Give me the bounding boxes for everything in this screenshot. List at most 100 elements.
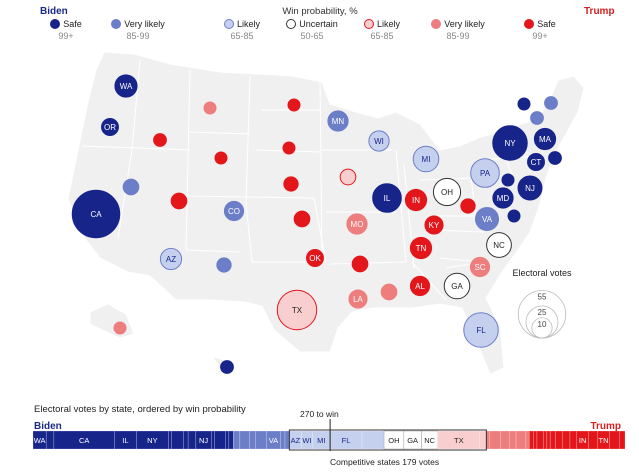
state-ia (339, 168, 357, 186)
state-ca: CA (71, 189, 121, 239)
bar-label: NJ (199, 436, 208, 445)
state-ms (380, 283, 398, 301)
legend-swatch (50, 19, 61, 29)
bar-label: FL (342, 436, 351, 445)
bar-label: TX (454, 436, 464, 445)
bar-label: WA (34, 436, 46, 445)
state-wa: WA (114, 74, 138, 98)
state-label: NJ (525, 184, 535, 193)
bar-segment-mo (489, 430, 501, 450)
state-bubble (409, 275, 431, 297)
state-bubble (544, 96, 558, 110)
state-de (507, 209, 521, 223)
state-bubble (492, 187, 514, 209)
bar-segment-sc (515, 430, 527, 450)
state-bubble (216, 257, 232, 273)
legend-item-5: Very likely 85-99 (428, 19, 488, 41)
state-mo: MO (346, 213, 368, 235)
bar-segment-in (576, 430, 589, 450)
bar-trump-label: Trump (590, 421, 621, 432)
state-bubble (424, 215, 444, 235)
bar-segment-ct (187, 430, 197, 450)
bar-label: IL (122, 436, 128, 445)
bar-segment-nd (543, 430, 548, 450)
state-pa: PA (470, 158, 500, 188)
state-label: OR (104, 123, 116, 132)
legend-label: Very likely (444, 19, 485, 29)
state-label: VA (482, 215, 493, 224)
bar-segment-vt (168, 430, 172, 450)
state-bubble (486, 232, 512, 258)
state-bubble (282, 141, 296, 155)
legend-range: 65-85 (230, 31, 254, 41)
state-label: TX (292, 306, 303, 315)
state-oh: OH (432, 177, 462, 207)
bar-label: TN (599, 436, 609, 445)
state-al: AL (409, 275, 431, 297)
state-bubble (463, 312, 499, 348)
bar-label: CA (79, 436, 89, 445)
bar-segment-pa (361, 430, 385, 450)
state-label: WA (120, 82, 133, 91)
state-label: MI (422, 155, 431, 164)
bar-segment-ar (569, 430, 577, 450)
bar-segment-ia (479, 430, 487, 450)
state-mi: MI (412, 145, 440, 173)
state-bubble (501, 173, 515, 187)
legend-swatch (223, 19, 234, 29)
state-label: OK (309, 254, 321, 263)
state-bubble (71, 189, 121, 239)
legend-biden-label: Biden (40, 6, 68, 17)
state-hi (220, 360, 234, 374)
electoral-bar: WA CA IL NY NJ VA AZ WI MI FL OH GA NC TX IN TN (32, 419, 626, 451)
state-tx: TX (276, 289, 318, 331)
state-label: CO (228, 207, 240, 216)
legend-item-3: Uncertain 50-65 (282, 19, 342, 41)
state-label: CA (90, 210, 102, 219)
bar-segment-ok (562, 430, 571, 450)
state-ri (548, 151, 562, 165)
state-label: MO (351, 220, 364, 229)
state-label: KY (429, 221, 440, 230)
state-borders (81, 59, 541, 301)
state-bubble (351, 255, 369, 273)
legend-item-0: Safe 99+ (36, 19, 96, 41)
state-nj: NJ (517, 175, 543, 201)
state-bubble (533, 127, 557, 151)
state-bubble (287, 98, 301, 112)
legend-swatch (286, 19, 297, 29)
state-bubble (507, 209, 521, 223)
size-legend: Electoral votes 55 25 10 (512, 268, 572, 339)
bar-segment-wv (619, 430, 626, 450)
bar-segment-ma (171, 430, 185, 450)
legend-item-6: Safe 99+ (510, 19, 570, 41)
legend-label: Uncertain (299, 19, 338, 29)
bar-segment-la (500, 430, 510, 450)
bar-label: MI (317, 436, 325, 445)
state-bubble (443, 272, 471, 300)
state-co: CO (223, 200, 245, 222)
state-bubble (474, 206, 500, 232)
bar-segment-ri (183, 430, 189, 450)
state-bubble (223, 200, 245, 222)
state-label: MA (539, 135, 552, 144)
state-label: MD (497, 194, 510, 203)
legend-swatch (111, 19, 122, 29)
size-legend-value: 25 (538, 308, 547, 317)
state-mn: MN (327, 110, 349, 132)
state-bubble (460, 198, 476, 214)
bar-label: AZ (291, 436, 301, 445)
state-bubble (492, 125, 528, 161)
competitive-label: Competitive states 179 votes (330, 457, 440, 467)
legend-range: 85-99 (446, 31, 470, 41)
state-label: FL (476, 326, 486, 335)
state-bubble (214, 151, 228, 165)
bar-label: NC (424, 436, 435, 445)
state-fl: FL (463, 312, 499, 348)
state-wi: WI (368, 130, 390, 152)
state-bubble (348, 289, 368, 309)
bar-label: WI (302, 436, 311, 445)
state-bubble (372, 183, 402, 213)
legend-label: Safe (537, 19, 556, 29)
